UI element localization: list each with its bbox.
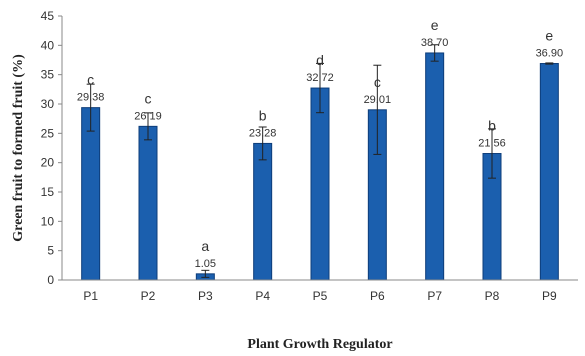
significance-letter: e — [545, 28, 553, 44]
y-tick-label: 35 — [41, 68, 55, 82]
y-axis-ticks: 0 5 10 15 20 25 30 35 40 45 — [41, 9, 62, 287]
x-axis-ticks: P1 P2 P3 P4 P5 P6 P7 P8 P9 — [83, 289, 557, 303]
x-tick-label: P8 — [485, 289, 500, 303]
significance-letter: a — [201, 238, 209, 254]
y-tick-label: 15 — [41, 185, 55, 199]
y-tick-label: 20 — [41, 156, 55, 170]
y-tick-label: 30 — [41, 97, 55, 111]
value-labels: 29.38 26.19 1.05 23.28 32.72 29.01 38.70 21.56 3… — [77, 37, 563, 270]
error-bars — [86, 44, 554, 278]
y-tick-label: 0 — [47, 273, 54, 287]
x-tick-label: P4 — [255, 289, 270, 303]
bar-p9 — [539, 63, 559, 281]
significance-letter: b — [488, 118, 496, 134]
x-axis-title: Plant Growth Regulator — [247, 337, 392, 352]
x-tick-label: P6 — [370, 289, 385, 303]
x-tick-label: P1 — [83, 289, 98, 303]
value-label: 1.05 — [195, 258, 216, 270]
value-label: 38.70 — [421, 37, 449, 49]
value-label: 21.56 — [478, 138, 506, 150]
x-tick-label: P5 — [313, 289, 328, 303]
bar-p5 — [310, 87, 330, 281]
x-tick-label: P9 — [542, 289, 557, 303]
x-tick-label: P7 — [427, 289, 442, 303]
significance-letter: e — [431, 17, 439, 33]
bar-p4 — [253, 142, 273, 281]
y-tick-label: 25 — [41, 126, 55, 140]
y-tick-label: 5 — [47, 244, 54, 258]
significance-letter: d — [316, 52, 324, 68]
value-label: 29.01 — [364, 94, 392, 106]
value-label: 29.38 — [77, 92, 105, 104]
value-label: 36.90 — [536, 48, 564, 60]
value-label: 23.28 — [249, 127, 277, 139]
y-axis-title: Green fruit to formed fruit (%) — [11, 54, 26, 242]
significance-letter: c — [87, 72, 94, 88]
y-tick-label: 40 — [41, 38, 55, 52]
bar-p7 — [425, 52, 445, 281]
bar-p1 — [81, 107, 101, 281]
x-tick-label: P2 — [141, 289, 156, 303]
significance-letter: b — [259, 107, 267, 123]
value-label: 26.19 — [134, 110, 162, 122]
significance-letter: c — [145, 90, 152, 106]
significance-letters: c c a b d c e b e — [87, 17, 553, 254]
significance-letter: c — [374, 74, 381, 90]
bar-p2 — [138, 125, 158, 281]
value-label: 32.72 — [306, 72, 334, 84]
x-tick-label: P3 — [198, 289, 213, 303]
y-tick-label: 45 — [41, 9, 55, 23]
y-tick-label: 10 — [41, 214, 55, 228]
